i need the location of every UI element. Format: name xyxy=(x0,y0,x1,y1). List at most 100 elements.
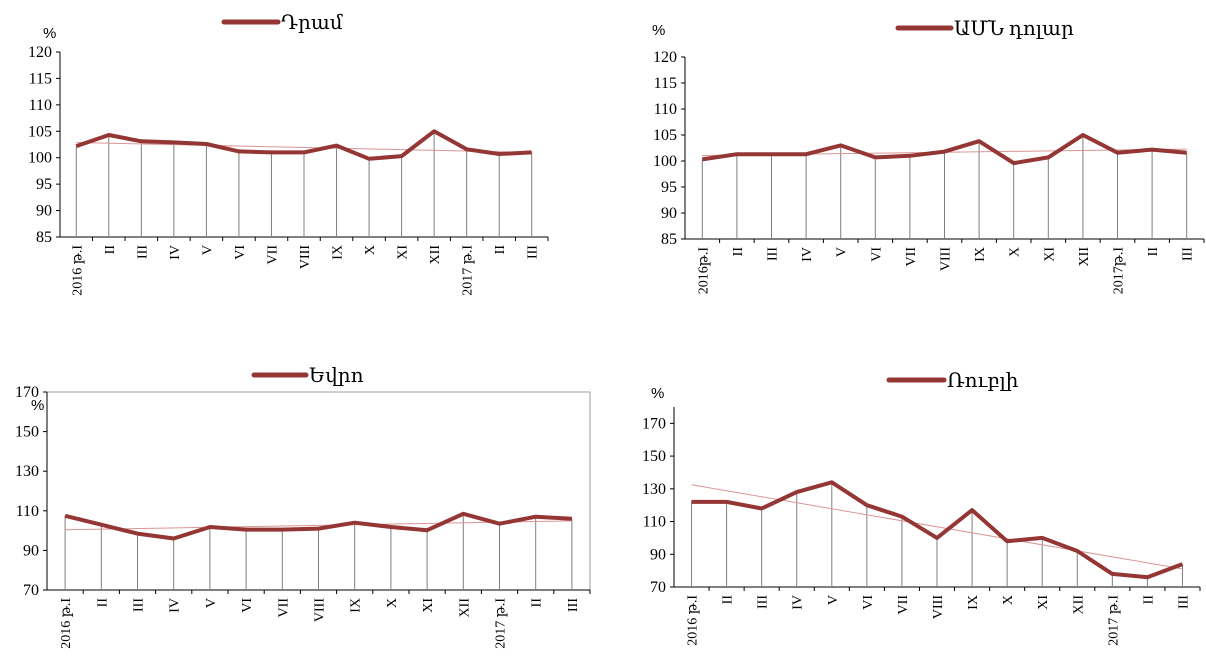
trend-line xyxy=(691,484,1183,570)
x-tick-label: VIII xyxy=(931,595,946,619)
x-tick-label: VIII xyxy=(313,598,328,622)
x-tick-label: II xyxy=(493,245,508,255)
y-tick-label: 110 xyxy=(29,97,52,114)
x-tick-label: VI xyxy=(240,598,255,613)
x-tick-label: XII xyxy=(428,245,443,265)
x-tick-label: III xyxy=(566,598,581,612)
y-tick-label: 150 xyxy=(15,424,39,441)
trend-line xyxy=(76,142,532,153)
x-tick-label: II xyxy=(95,598,110,608)
x-tick-label: VI xyxy=(869,247,884,262)
x-tick-label: III xyxy=(1181,247,1196,261)
x-tick-label: II xyxy=(1141,595,1156,605)
x-tick-label: VIII xyxy=(939,247,954,271)
x-tick-label: IV xyxy=(168,598,183,613)
x-tick-label: IV xyxy=(800,247,815,262)
x-tick-label: XI xyxy=(396,245,411,260)
y-tick-label: 90 xyxy=(650,546,666,563)
x-tick-label: VII xyxy=(904,247,919,267)
x-tick-label: III xyxy=(132,598,147,612)
y-tick-label: 70 xyxy=(23,582,39,599)
x-tick-label: XI xyxy=(1036,595,1051,610)
y-tick-label: 120 xyxy=(28,44,52,61)
x-tick-label: IX xyxy=(973,247,988,262)
series-line xyxy=(702,133,1187,166)
x-tick-label: 2017թ.I xyxy=(1112,247,1127,295)
x-tick-label: XII xyxy=(457,598,472,618)
x-tick-label: V xyxy=(204,598,219,608)
x-tick-label: X xyxy=(363,245,378,255)
legend-label: Ռուբլի xyxy=(947,370,1019,392)
x-tick-label: II xyxy=(731,247,746,257)
x-tick-label: III xyxy=(1176,595,1191,609)
x-tick-label: 2016 թ.I xyxy=(686,595,701,646)
y-tick-label: 115 xyxy=(29,70,52,87)
x-tick-label: II xyxy=(103,245,118,255)
y-tick-label: 85 xyxy=(36,229,52,246)
y-tick-label: 150 xyxy=(642,448,666,465)
y-tick-label: 115 xyxy=(654,75,677,92)
y-axis-unit: % xyxy=(31,397,44,414)
x-tick-label: 2017 թ.I xyxy=(1106,595,1121,646)
y-tick-label: 90 xyxy=(23,542,39,559)
y-tick-label: 85 xyxy=(661,231,677,248)
y-tick-label: 110 xyxy=(16,503,39,520)
legend-label: ԱՄՆ դոլար xyxy=(954,18,1074,40)
x-tick-label: VII xyxy=(276,598,291,618)
x-tick-label: XII xyxy=(1071,595,1086,615)
x-tick-label: VII xyxy=(896,595,911,615)
x-tick-label: VIII xyxy=(298,245,313,269)
y-tick-label: 170 xyxy=(15,384,39,401)
series-line xyxy=(75,129,532,161)
x-tick-label: VI xyxy=(233,245,248,260)
x-tick-label: XI xyxy=(421,598,436,613)
y-tick-label: 120 xyxy=(653,49,677,66)
x-tick-label: IV xyxy=(791,595,806,610)
x-tick-label: IX xyxy=(349,598,364,613)
series-line xyxy=(691,480,1184,580)
x-tick-label: III xyxy=(135,245,150,259)
x-tick-label: 2016թ.I xyxy=(696,247,711,295)
x-tick-label: X xyxy=(1008,247,1023,257)
y-axis-unit: % xyxy=(652,22,665,39)
x-tick-label: III xyxy=(526,245,541,259)
y-tick-label: 170 xyxy=(642,415,666,432)
x-tick-label: IX xyxy=(331,245,346,260)
x-tick-label: 2016 թ.I xyxy=(70,245,85,296)
x-tick-label: 2017 թ.I xyxy=(461,245,476,296)
x-tick-label: X xyxy=(385,598,400,608)
x-tick-label: X xyxy=(1001,595,1016,605)
y-axis-unit: % xyxy=(43,25,56,42)
y-tick-label: 90 xyxy=(36,203,52,220)
y-tick-label: 130 xyxy=(642,481,666,498)
x-tick-label: V xyxy=(200,245,215,255)
x-tick-label: V xyxy=(835,247,850,257)
x-tick-label: II xyxy=(721,595,736,605)
x-tick-label: V xyxy=(826,595,841,605)
y-tick-label: 95 xyxy=(36,176,52,193)
y-tick-label: 110 xyxy=(654,101,677,118)
y-tick-label: 100 xyxy=(653,153,677,170)
y-tick-label: 110 xyxy=(643,514,666,531)
x-tick-label: XII xyxy=(1077,247,1092,267)
x-tick-label: III xyxy=(756,595,771,609)
x-tick-label: II xyxy=(530,598,545,608)
x-tick-label: VII xyxy=(265,245,280,265)
x-tick-label: 2017 թ.I xyxy=(494,598,509,649)
y-tick-label: 70 xyxy=(650,579,666,596)
y-axis-unit: % xyxy=(651,385,664,402)
y-tick-label: 130 xyxy=(15,463,39,480)
y-tick-label: 105 xyxy=(653,127,677,144)
legend-label: Եվրո xyxy=(309,365,364,387)
x-tick-label: XI xyxy=(1042,247,1057,262)
x-tick-label: IX xyxy=(966,595,981,610)
legend-label: Դրամ xyxy=(281,12,343,34)
x-tick-label: 2016 թ.I xyxy=(59,598,74,649)
x-tick-label: III xyxy=(766,247,781,261)
y-tick-label: 105 xyxy=(28,123,52,140)
